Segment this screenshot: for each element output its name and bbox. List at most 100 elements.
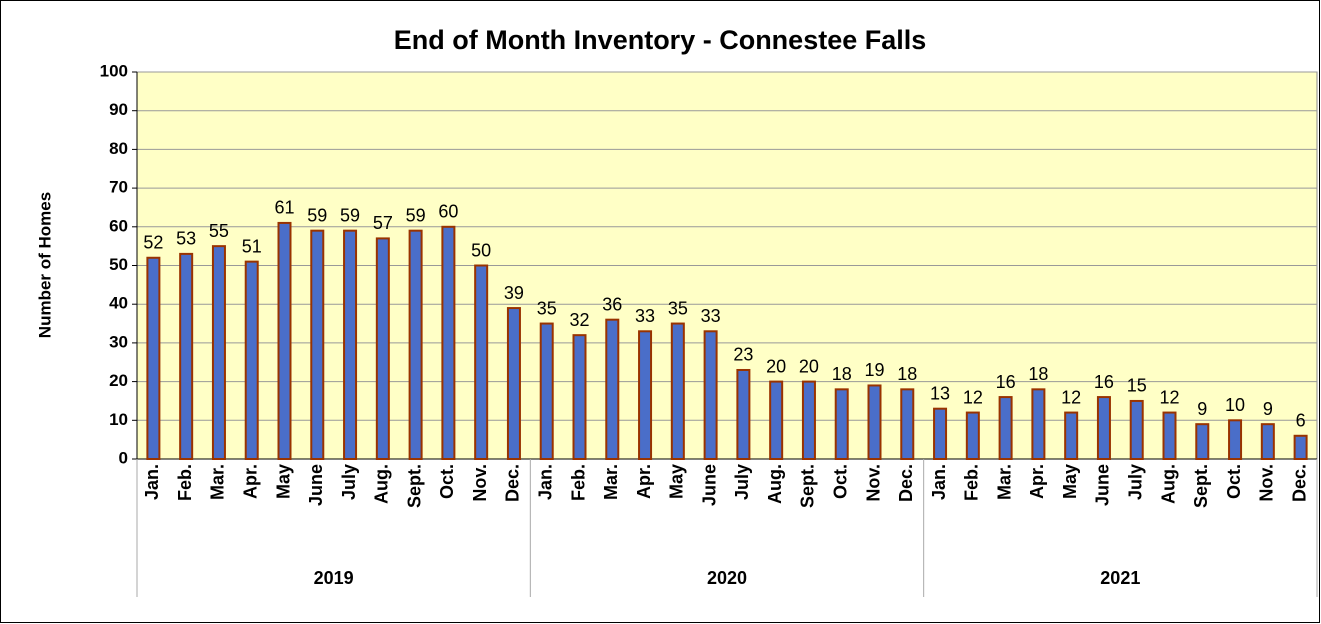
data-label: 18 — [1028, 364, 1048, 384]
data-label: 60 — [438, 202, 458, 222]
x-tick-label: Apr. — [1027, 464, 1047, 499]
data-label: 23 — [733, 345, 753, 365]
bar — [506, 307, 521, 460]
data-label: 20 — [766, 356, 786, 376]
data-label: 18 — [897, 364, 917, 384]
x-tick-label: Dec. — [896, 464, 916, 502]
x-tick-label: Aug. — [1158, 464, 1178, 504]
bar — [146, 256, 161, 461]
y-tick-label: 90 — [109, 100, 128, 119]
data-label: 6 — [1296, 411, 1306, 431]
bar — [998, 396, 1013, 460]
bar — [1195, 423, 1210, 461]
x-tick-label: Jan. — [535, 464, 555, 500]
x-tick-label: Jan. — [142, 464, 162, 500]
y-tick-label: 100 — [100, 61, 128, 80]
x-tick-label: Aug. — [372, 464, 392, 504]
bar — [769, 380, 784, 461]
data-label: 13 — [930, 383, 950, 403]
data-label: 59 — [307, 205, 327, 225]
bar — [1031, 388, 1046, 460]
data-label: 20 — [799, 356, 819, 376]
data-label: 55 — [209, 221, 229, 241]
group-label: 2019 — [314, 568, 354, 588]
y-tick-label: 20 — [109, 371, 128, 390]
bar — [638, 330, 653, 461]
data-label: 15 — [1127, 376, 1147, 396]
y-tick-label: 0 — [119, 448, 128, 467]
data-label: 61 — [274, 198, 294, 218]
bar — [572, 334, 587, 460]
data-label: 35 — [668, 298, 688, 318]
bar — [408, 229, 423, 460]
bar — [474, 264, 489, 460]
x-tick-label: Sept. — [798, 464, 818, 508]
bar — [900, 388, 915, 460]
data-label: 33 — [701, 306, 721, 326]
bar — [965, 411, 980, 460]
bar — [539, 322, 554, 460]
bar — [703, 330, 718, 461]
x-tick-label: Apr. — [634, 464, 654, 499]
x-tick-label: Oct. — [830, 464, 850, 499]
x-tick-label: Aug. — [765, 464, 785, 504]
x-tick-label: Oct. — [437, 464, 457, 499]
data-label: 33 — [635, 306, 655, 326]
x-tick-label: July — [339, 464, 359, 500]
x-tick-label: Oct. — [1224, 464, 1244, 499]
x-tick-label: Feb. — [175, 464, 195, 501]
x-tick-label: May — [667, 464, 687, 499]
bar — [343, 229, 358, 460]
group-label: 2020 — [707, 568, 747, 588]
bar — [1064, 411, 1079, 460]
x-tick-label: Nov. — [1257, 464, 1277, 502]
data-label: 19 — [864, 360, 884, 380]
bar — [1293, 434, 1308, 460]
bar — [375, 237, 390, 460]
y-tick-label: 70 — [109, 178, 128, 197]
y-tick-label: 50 — [109, 255, 128, 274]
data-label: 36 — [602, 294, 622, 314]
x-tick-label: May — [1060, 464, 1080, 499]
x-tick-label: July — [1125, 464, 1145, 500]
y-tick-label: 10 — [109, 410, 128, 429]
chart-title: End of Month Inventory - Connestee Falls — [394, 25, 927, 55]
data-label: 10 — [1225, 395, 1245, 415]
bar — [441, 225, 456, 460]
data-label: 53 — [176, 229, 196, 249]
data-label: 59 — [406, 205, 426, 225]
data-label: 51 — [242, 236, 262, 256]
bar — [867, 384, 882, 460]
data-label: 52 — [143, 233, 163, 253]
x-tick-label: July — [732, 464, 752, 500]
bar — [605, 318, 620, 460]
data-label: 9 — [1263, 399, 1273, 419]
x-tick-label: June — [306, 464, 326, 506]
bar — [736, 368, 751, 460]
bar — [244, 260, 259, 460]
y-tick-label: 80 — [109, 139, 128, 158]
data-label: 39 — [504, 283, 524, 303]
x-tick-label: Dec. — [1289, 464, 1309, 502]
x-tick-label: Nov. — [863, 464, 883, 502]
x-tick-label: Apr. — [240, 464, 260, 499]
data-label: 35 — [537, 298, 557, 318]
data-label: 12 — [1159, 387, 1179, 407]
bar — [277, 221, 292, 460]
bar — [1228, 419, 1243, 460]
x-tick-label: Jan. — [929, 464, 949, 500]
data-label: 16 — [996, 372, 1016, 392]
bar — [211, 245, 226, 460]
data-label: 12 — [963, 387, 983, 407]
group-label: 2021 — [1100, 568, 1140, 588]
bar — [1096, 396, 1111, 460]
data-label: 9 — [1197, 399, 1207, 419]
y-tick-label: 30 — [109, 332, 128, 351]
data-label: 12 — [1061, 387, 1081, 407]
x-tick-label: Mar. — [208, 464, 228, 500]
x-tick-label: Sept. — [1191, 464, 1211, 508]
y-axis-title: Number of Homes — [35, 192, 54, 338]
x-tick-label: Sept. — [404, 464, 424, 508]
bar — [933, 407, 948, 461]
